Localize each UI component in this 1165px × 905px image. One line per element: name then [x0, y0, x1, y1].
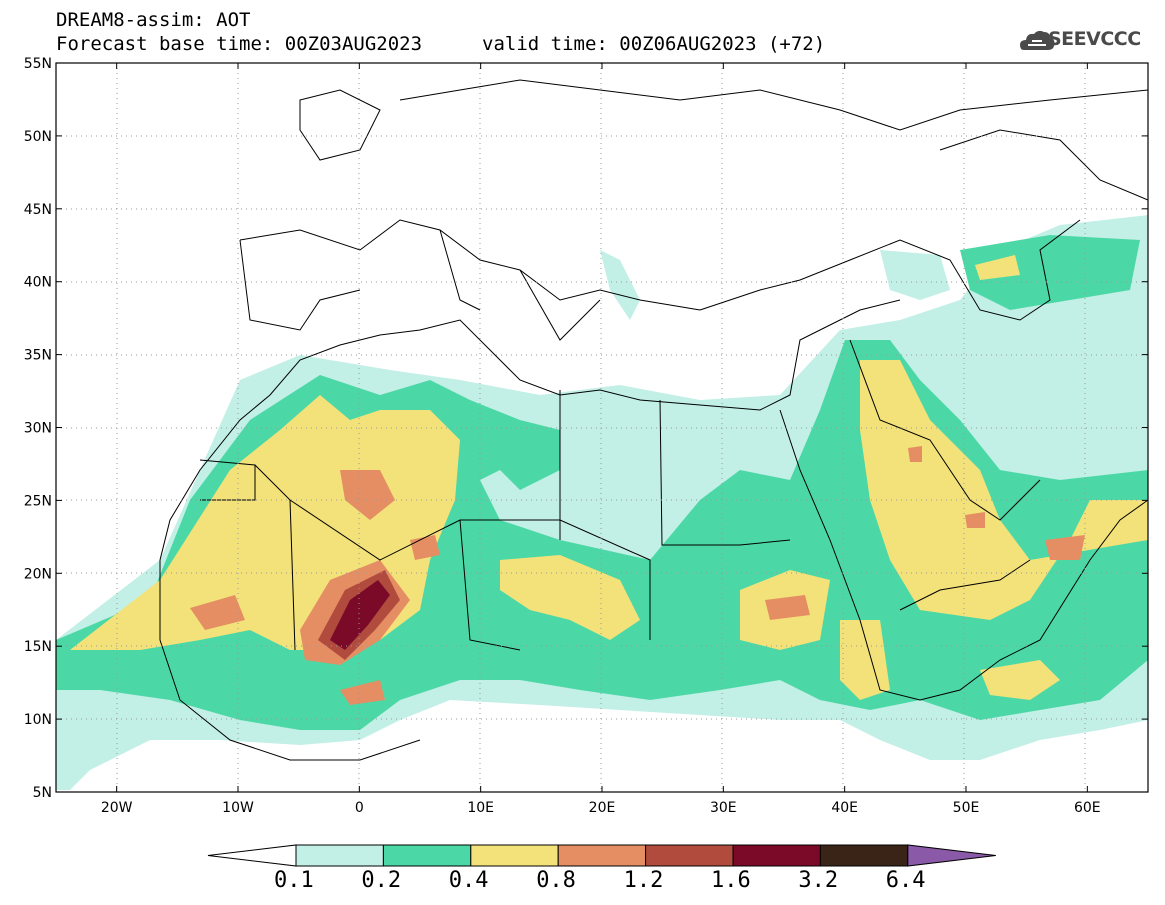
lat-tick-label: 25N — [24, 493, 52, 509]
colorbar-box — [470, 844, 559, 867]
colorbar-label: 0.1 — [274, 868, 314, 893]
aot-field — [56, 215, 1148, 790]
forecast-base-time: Forecast base time: 00Z03AUG2023 — [56, 33, 423, 55]
colorbar-box — [557, 844, 647, 867]
colorbar-label: 0.2 — [361, 868, 402, 893]
colorbar-label: 0.8 — [536, 868, 576, 893]
colorbar-box — [819, 844, 909, 867]
lat-tick-label: 20N — [24, 566, 52, 582]
lat-tick-label: 30N — [24, 421, 52, 437]
lat-tick-label: 40N — [24, 275, 52, 291]
lat-tick-label: 5N — [33, 785, 52, 801]
logo-text: SEEVCCC — [1048, 28, 1141, 50]
map-title: DREAM8-assim: AOT — [56, 9, 251, 31]
lat-tick-label: 50N — [24, 129, 52, 145]
aot-1.6-region — [330, 580, 390, 650]
lat-tick-label: 45N — [24, 202, 52, 218]
colorbar-label: 1.6 — [711, 868, 751, 893]
lon-tick-label: 0 — [355, 800, 364, 816]
lon-tick-label: 30E — [710, 800, 737, 816]
colorbar-box — [732, 844, 821, 867]
lon-tick-label: 40E — [831, 800, 858, 816]
lat-tick-label: 10N — [24, 712, 52, 728]
valid-time: valid time: 00Z06AUG2023 (+72) — [482, 33, 826, 55]
colorbar-arrow-low — [207, 844, 297, 867]
lat-tick-label: 15N — [24, 639, 52, 655]
coastlines — [159, 79, 1148, 761]
lon-tick-label: 20E — [589, 800, 616, 816]
grid-lines — [56, 63, 1148, 792]
colorbar-arrow-high — [907, 844, 996, 867]
colorbar-label: 6.4 — [885, 868, 926, 893]
cloud-logo-icon — [1020, 30, 1055, 50]
lon-tick-label: 10W — [222, 800, 254, 816]
lat-tick-label: 55N — [24, 56, 52, 72]
colorbar-label: 1.2 — [623, 868, 664, 893]
colorbar-box — [645, 844, 734, 867]
colorbar-box — [382, 844, 472, 867]
aot-0.8-region — [190, 595, 245, 630]
latitude-axis: 5N 10N 15N 20N 25N 30N 35N 40N 45N 50N 55N — [24, 56, 1148, 801]
colorbar-label: 0.4 — [448, 868, 489, 893]
colorbar-label: 3.2 — [798, 868, 839, 893]
colorbar-box — [295, 844, 384, 867]
lon-tick-label: 60E — [1074, 800, 1101, 816]
longitude-axis: 20W 10W 0 10E 20E 30E 40E 50E 60E — [101, 63, 1101, 816]
lon-tick-label: 50E — [953, 800, 980, 816]
lon-tick-label: 10E — [467, 800, 494, 816]
colorbar — [207, 844, 996, 867]
lat-tick-label: 35N — [24, 348, 52, 364]
lon-tick-label: 20W — [101, 800, 133, 816]
